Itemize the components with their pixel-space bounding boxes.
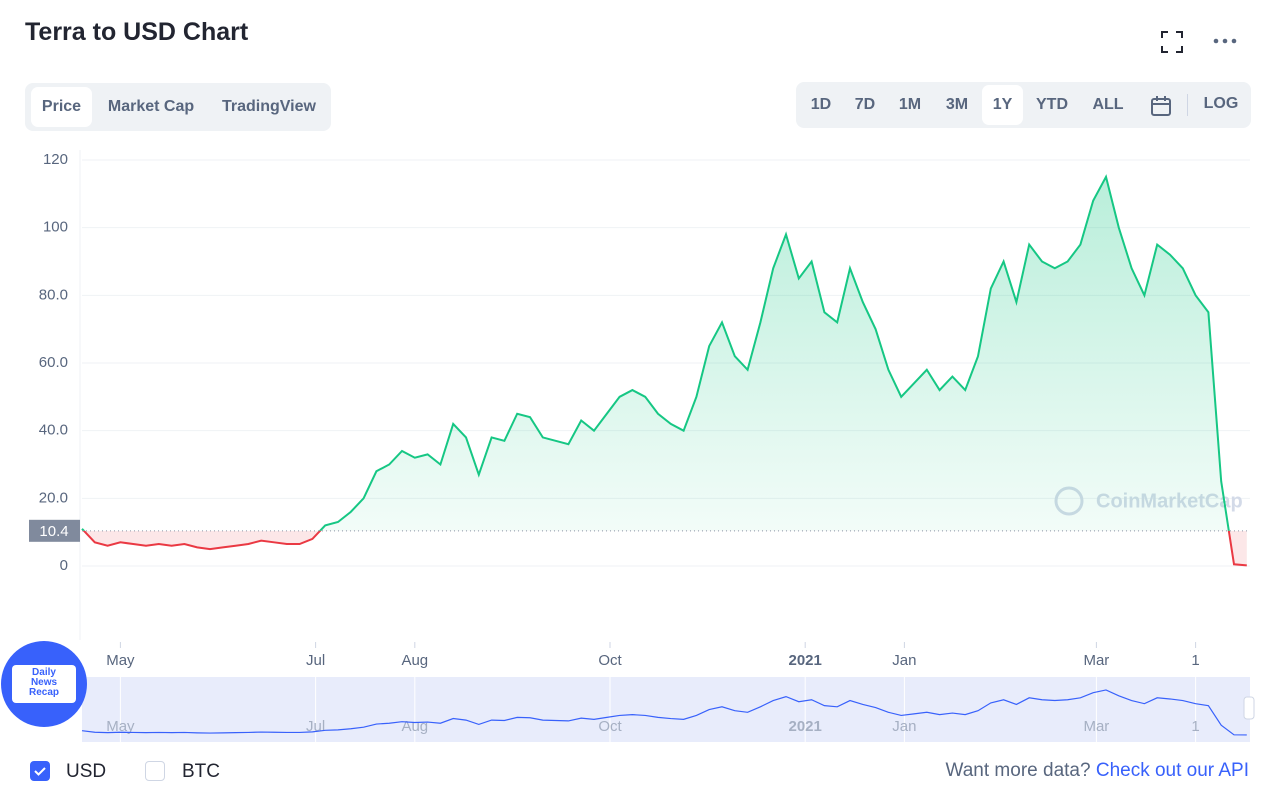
chart-title: Terra to USD Chart [25,18,249,46]
x-tick-label: Mar [1083,652,1109,669]
tab[interactable]: TradingView [222,98,316,115]
x-tick-label: Jan [892,652,916,669]
y-tick-label: 80.0 [39,286,68,303]
navigator-label: May [106,718,135,735]
navigator-label: 2021 [789,718,822,735]
y-tick-label: 0 [60,557,68,574]
api-link[interactable]: Check out our API [1095,760,1249,781]
x-tick-label: Jul [306,652,325,669]
y-tick-label: 100 [43,219,68,236]
navigator-label: 1 [1191,718,1199,735]
range-bar: LOG 1D 7D 1M 3M 1Y YTD ALL [796,82,1251,128]
y-tick-label: 120 [43,151,68,168]
range-button[interactable]: 3M [945,96,969,113]
range-button[interactable]: 7D [854,96,876,113]
btc-checkbox[interactable] [145,761,165,781]
range-button[interactable]: 1M [898,96,922,113]
x-tick-label: 2021 [789,652,822,669]
range-button[interactable]: YTD [1036,96,1068,113]
y-tick-label: 20.0 [39,489,68,506]
navigator [82,677,1250,742]
badge-text: Daily [32,667,56,678]
usd-checkbox[interactable] [30,761,50,781]
y-tick-label: 40.0 [39,422,68,439]
price-line-down [82,530,1247,567]
more-icon[interactable] [1212,36,1238,46]
navigator-label: Aug [401,718,428,735]
x-tick-label: Aug [401,652,428,669]
badge-text: News [30,677,58,688]
y-tick-label: 60.0 [39,354,68,371]
area-down [83,530,1247,566]
checkbox-label: BTC [182,761,220,782]
tab-bar: Price Market Cap TradingView [25,83,331,131]
footer: Want more data? Check out our API [946,760,1249,782]
navigator-line [81,689,1247,736]
navigator-label: Oct [598,718,622,735]
area-up [82,176,1247,531]
fullscreen-icon[interactable] [1160,30,1184,54]
navigator-handle[interactable] [1243,696,1255,720]
badge-text: Recap [28,687,59,698]
tab[interactable]: Price [31,87,92,127]
tab[interactable]: Market Cap [107,98,195,115]
price-line [81,174,1230,531]
current-price-label: 10.4 [39,523,68,540]
x-tick-label: May [106,652,135,669]
divider [1187,94,1188,116]
range-button[interactable]: ALL [1092,96,1124,113]
navigator-label: Jan [892,718,916,735]
x-tick-label: Oct [598,652,622,669]
range-button[interactable]: 1Y [982,85,1023,125]
navigator-label: Mar [1083,718,1109,735]
log-button[interactable]: LOG [1203,95,1239,112]
calendar-icon[interactable] [1150,95,1172,117]
current-price-tag [29,519,80,542]
footer-text: Want more data? [945,760,1091,781]
range-button[interactable]: 1D [810,96,832,113]
news-badge[interactable]: Daily News Recap [1,641,87,727]
x-tick-label: 1 [1191,652,1199,669]
checkbox-label: USD [66,761,107,782]
